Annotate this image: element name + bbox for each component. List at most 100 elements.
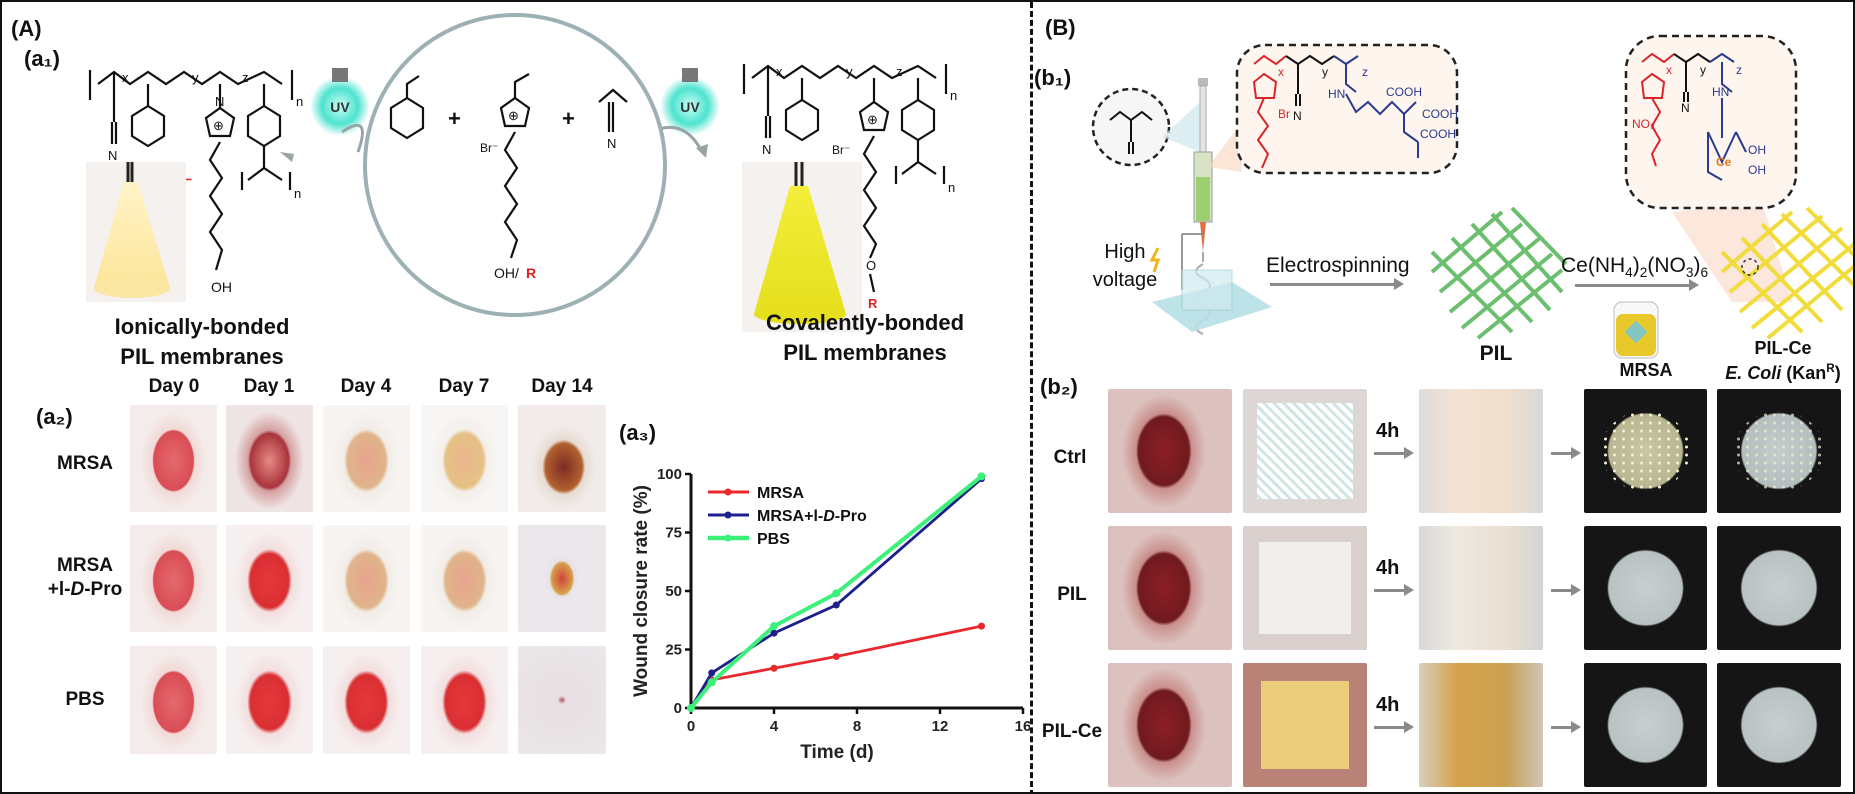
panel-a-label: (A)	[11, 16, 42, 41]
wound-photo-dpro-day14	[518, 525, 606, 632]
data-point	[770, 629, 778, 637]
z-subscript: z	[242, 70, 249, 85]
cation-mark: ⊕	[508, 108, 519, 123]
cation-mark: ⊕	[867, 112, 878, 127]
panel-a2-label: (a₂)	[36, 404, 73, 429]
time-label: 4h	[1376, 694, 1400, 716]
z-subscript: z	[896, 64, 903, 79]
y-tick-label: 75	[665, 525, 682, 542]
pil-ce-label: PIL-Ce	[1754, 338, 1812, 358]
x-tick-label: 4	[770, 718, 779, 735]
pil-ce-structure-box	[1624, 34, 1798, 210]
legend-marker	[724, 488, 732, 496]
mrsa-beaker-icon	[1613, 301, 1659, 359]
label-part: +l-	[47, 579, 71, 600]
wound-photo-pil	[1108, 526, 1232, 650]
ecoli-label: E. Coli (KanR)	[1725, 362, 1840, 384]
crosslink-arrow	[1575, 279, 1699, 291]
legend-label: MRSA+l-D-Pro	[757, 508, 867, 525]
formula-part: 4	[1625, 265, 1633, 281]
wound-photo-mrsa-day14	[518, 405, 606, 512]
wound-photo-pil-ce	[1108, 663, 1232, 787]
legend-label-part: PBS	[757, 531, 790, 548]
legend-label-part: MRSA+l-	[757, 508, 823, 525]
nitrile-n: N	[607, 136, 616, 151]
legend-label: MRSA	[757, 485, 805, 502]
row-label-line: +l-D-Pro	[48, 578, 122, 602]
mrsa-plate-pil	[1584, 526, 1707, 650]
pil-label: PIL	[1479, 342, 1513, 365]
n-subscript: n	[950, 88, 957, 103]
hydroxyl-label: OH	[211, 279, 232, 295]
label-part: )	[1834, 363, 1841, 383]
bacterial-colonies	[1734, 411, 1824, 491]
panel-a1-label: (a₁)	[24, 46, 60, 71]
y-tick-label: 50	[665, 583, 682, 600]
day-header: Day 4	[340, 376, 392, 397]
legend-label-part: D	[823, 508, 835, 525]
covalent-membrane-lamp-image	[742, 162, 862, 332]
z-subscript: z	[1362, 65, 1368, 79]
lightning-icon	[1149, 247, 1161, 273]
data-point	[832, 653, 840, 661]
uv-label: UV	[330, 99, 350, 115]
uv-lamp-icon-left: UV	[310, 68, 370, 136]
wound-photo-dpro-day1	[226, 525, 313, 632]
carboxyl-label: COOH	[1422, 107, 1458, 121]
dressing-photo-ctrl	[1243, 389, 1367, 513]
ecoli-plate-pil-ce	[1717, 663, 1841, 787]
formula-part: 3	[1685, 265, 1694, 281]
row-label-ctrl: Ctrl	[1053, 447, 1087, 468]
imidazolium-n: N	[215, 94, 224, 109]
formula-part: Ce(NH	[1561, 254, 1626, 277]
x-tick-label: 12	[932, 718, 949, 735]
r-group-label: R	[526, 265, 536, 281]
title-line: PIL membranes	[783, 340, 947, 365]
row-label-mrsa-dpro: MRSA +l-D-Pro	[48, 554, 122, 602]
hydroxyl-label: OH	[1748, 163, 1766, 177]
legend-marker	[724, 511, 732, 519]
panel-b1-label: (b₁)	[1034, 65, 1072, 90]
ionic-membrane-title: Ionically-bonded PIL membranes	[115, 312, 290, 372]
x-tick-label: 8	[853, 718, 861, 735]
panel-divider	[1030, 2, 1033, 792]
formula-part: )	[1632, 254, 1640, 277]
y-subscript: y	[192, 70, 199, 85]
label-part: E. Coli	[1725, 363, 1782, 383]
r-group-label: R	[868, 296, 878, 311]
row-label-pbs: PBS	[65, 689, 105, 710]
nitrile-n: N	[762, 142, 771, 157]
x-subscript: x	[776, 64, 783, 79]
data-point	[770, 622, 778, 631]
wound-photo-pbs-day7	[421, 646, 508, 754]
process-arrow	[1374, 584, 1414, 596]
reagent-formula: Ce(NH4)2(NO3)6	[1561, 254, 1708, 280]
panel-a3-label: (a₃)	[619, 420, 657, 445]
wound-photo-dpro-day0	[130, 525, 217, 632]
n-subscript: n	[294, 186, 301, 201]
pil-structure-box	[1235, 43, 1459, 175]
data-point	[687, 704, 695, 712]
syringe-icon	[1152, 78, 1272, 335]
z-subscript: z	[1736, 63, 1742, 77]
data-point	[978, 622, 985, 630]
wound-photo-mrsa-day7	[421, 405, 508, 512]
tube-photo-pil-ce	[1419, 663, 1543, 787]
wound-photo-mrsa-day4	[323, 405, 410, 512]
row-label-pil-ce: PIL-Ce	[1041, 721, 1103, 742]
wound-photo-pbs-day14	[518, 646, 606, 754]
x-axis-label: Time (d)	[800, 742, 874, 763]
high-voltage-label: High voltage	[1093, 238, 1158, 294]
label-part: R	[1826, 362, 1835, 375]
ether-o: O	[866, 258, 876, 273]
carboxyl-label: COOH	[1386, 85, 1422, 99]
plus-sign: +	[448, 106, 461, 131]
legend-label-part: -Pro	[835, 508, 867, 525]
pil-ce-mesh-image	[1720, 206, 1853, 340]
tube-photo-ctrl	[1419, 389, 1543, 513]
process-arrow	[1551, 584, 1581, 596]
ionic-membrane-lamp-image	[86, 162, 186, 302]
formula-part: 2	[1639, 265, 1648, 281]
n-subscript: n	[948, 180, 955, 195]
